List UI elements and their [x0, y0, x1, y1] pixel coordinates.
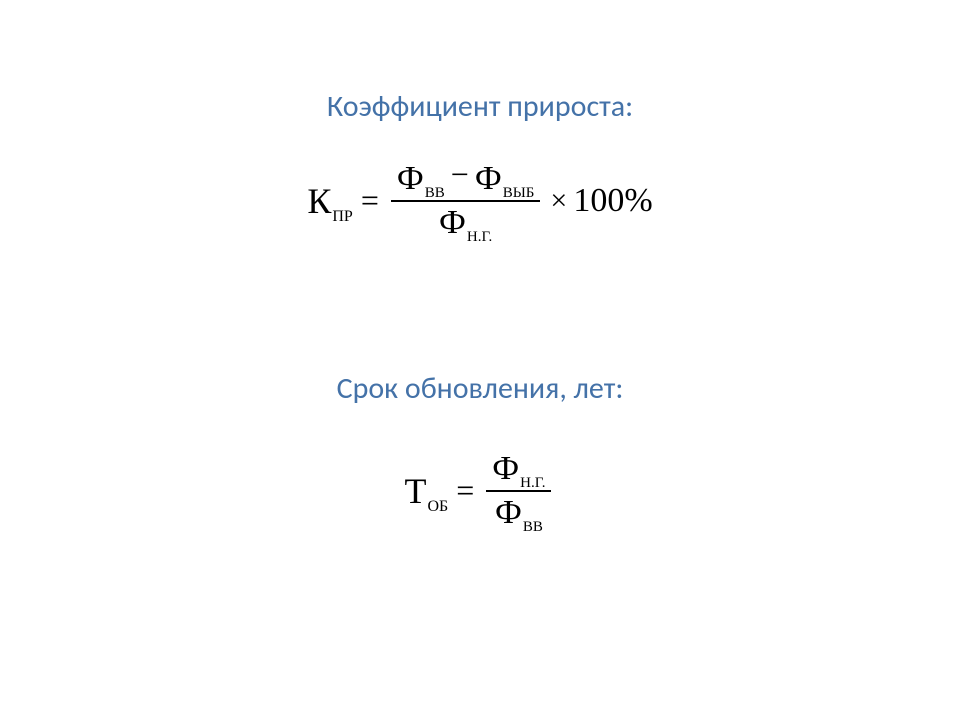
numerator: Ф ВВ − Ф ВЫБ: [391, 160, 541, 200]
lhs-symbol: К: [307, 180, 331, 222]
num-term1-symbol: Ф: [397, 160, 424, 198]
heading-growth-coefficient: Коэффициент прироста:: [0, 88, 960, 125]
num-symbol: Ф: [492, 450, 519, 488]
num-term2-symbol: Ф: [475, 160, 502, 198]
equals-sign: =: [456, 472, 474, 509]
lhs-term: К ПР: [307, 180, 352, 222]
fraction: Ф Н.Г. Ф ВВ: [486, 450, 551, 532]
percent-value: 100%: [573, 182, 652, 220]
formula-renewal-period: Т ОБ = Ф Н.Г. Ф ВВ: [0, 450, 960, 532]
denom-subscript: ВВ: [523, 519, 543, 536]
num-term2-subscript: ВЫБ: [503, 185, 535, 202]
num-term: Ф Н.Г.: [492, 450, 545, 488]
minus-sign: −: [451, 156, 469, 193]
lhs-subscript: ПР: [332, 208, 352, 226]
denom-symbol: Ф: [439, 204, 466, 242]
fraction: Ф ВВ − Ф ВЫБ Ф Н.Г.: [391, 160, 541, 242]
denom-subscript: Н.Г.: [467, 229, 492, 246]
numerator: Ф Н.Г.: [486, 450, 551, 490]
denom-term: Ф Н.Г.: [439, 204, 492, 242]
num-term1-subscript: ВВ: [425, 185, 445, 202]
heading-renewal-period: Срок обновления, лет:: [0, 370, 960, 407]
denominator: Ф Н.Г.: [433, 202, 498, 242]
lhs-term: Т ОБ: [405, 470, 449, 512]
num-subscript: Н.Г.: [520, 475, 545, 492]
denominator: Ф ВВ: [489, 492, 549, 532]
lhs-symbol: Т: [405, 470, 427, 512]
equals-sign: =: [361, 182, 379, 219]
times-sign: ×: [550, 184, 567, 218]
lhs-subscript: ОБ: [428, 498, 449, 516]
denom-symbol: Ф: [495, 494, 522, 532]
num-term2: Ф ВЫБ: [475, 160, 535, 198]
formula-growth-coefficient: К ПР = Ф ВВ − Ф ВЫБ Ф Н.Г. × 100%: [0, 160, 960, 242]
denom-term: Ф ВВ: [495, 494, 543, 532]
num-term1: Ф ВВ: [397, 160, 445, 198]
